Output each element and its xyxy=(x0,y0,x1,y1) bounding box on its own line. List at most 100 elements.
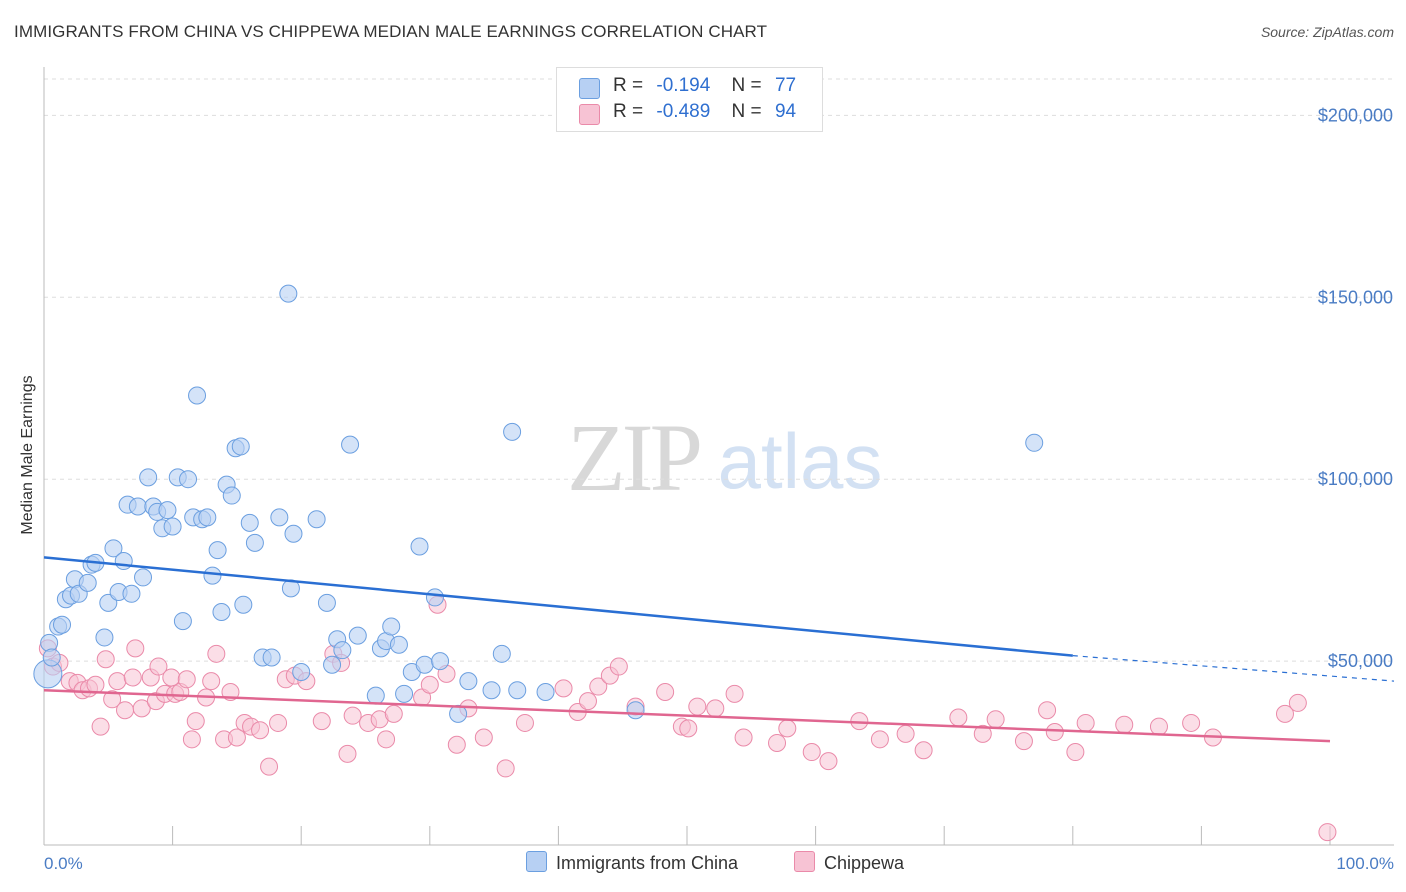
y-tick-label: $100,000 xyxy=(1318,469,1393,489)
china-point xyxy=(307,510,326,529)
china-point xyxy=(134,568,153,587)
china-point xyxy=(198,508,217,527)
correlation-legend: R = -0.194 N = 77 R = -0.489 N = 94 xyxy=(556,67,823,132)
china-point xyxy=(449,704,468,723)
china-point xyxy=(234,595,253,614)
legend-swatch-chippewa xyxy=(579,104,600,125)
legend-bottom-label-chippewa: Chippewa xyxy=(824,853,905,873)
chippewa-point xyxy=(207,644,226,663)
china-point xyxy=(459,672,478,691)
chippewa-point xyxy=(377,730,396,749)
chippewa-point xyxy=(609,657,628,676)
china-point xyxy=(179,470,198,489)
chippewa-point xyxy=(778,719,797,738)
y-tick-label: $150,000 xyxy=(1318,287,1393,307)
chippewa-point xyxy=(688,697,707,716)
chippewa-point xyxy=(384,704,403,723)
china-point xyxy=(78,573,97,592)
chippewa-point xyxy=(227,728,246,747)
china-point xyxy=(270,508,289,527)
china-point xyxy=(222,486,241,505)
source-label: Source: ZipAtlas.com xyxy=(1260,24,1394,40)
china-trend-line xyxy=(43,556,1073,657)
legend-r-value-china: -0.194 xyxy=(656,75,711,96)
chippewa-point xyxy=(132,699,151,718)
chippewa-point xyxy=(554,679,573,698)
china-trend-extension xyxy=(1072,655,1395,682)
chippewa-trend-line xyxy=(43,688,1331,743)
chippewa-point xyxy=(123,668,142,687)
china-point xyxy=(104,539,123,558)
grid xyxy=(44,78,1394,662)
legend-n-value-china: 77 xyxy=(774,75,797,96)
legend-bottom-swatch-china xyxy=(526,851,547,872)
china-point xyxy=(203,566,222,585)
watermark-zip: ZIP xyxy=(567,404,700,511)
china-point xyxy=(626,701,645,720)
chippewa-point xyxy=(819,752,838,771)
chippewa-point xyxy=(116,701,135,720)
chippewa-point xyxy=(420,675,439,694)
legend-swatch-china xyxy=(579,78,600,99)
chippewa-point xyxy=(269,713,288,732)
chippewa-point xyxy=(149,657,168,676)
legend-bottom-swatch-chippewa xyxy=(794,851,815,872)
china-point xyxy=(323,655,342,674)
china-points xyxy=(33,284,1044,723)
china-point xyxy=(284,524,303,543)
chippewa-point xyxy=(312,712,331,731)
chippewa-point xyxy=(86,675,105,694)
china-point xyxy=(366,686,385,705)
china-point xyxy=(240,513,259,532)
china-point xyxy=(317,593,336,612)
chippewa-point xyxy=(734,728,753,747)
china-point xyxy=(122,584,141,603)
chippewa-point xyxy=(474,728,493,747)
chippewa-point xyxy=(1014,732,1033,751)
china-point xyxy=(292,663,311,682)
legend-n-value-chippewa: 94 xyxy=(774,101,797,122)
legend-r-label: R = xyxy=(613,101,644,122)
legend-r-label: R = xyxy=(613,75,644,96)
chippewa-point xyxy=(1038,701,1057,720)
chippewa-point xyxy=(1182,713,1201,732)
chippewa-point xyxy=(496,759,515,778)
chippewa-point xyxy=(202,672,221,691)
china-point xyxy=(128,497,147,516)
china-point xyxy=(431,652,450,671)
chippewa-points xyxy=(38,595,1337,842)
chippewa-point xyxy=(96,650,115,669)
chippewa-point xyxy=(1149,717,1168,736)
legend-n-label: N = xyxy=(731,75,762,96)
legend-item-chippewa: Chippewa xyxy=(794,851,904,874)
china-point xyxy=(389,635,408,654)
china-point xyxy=(163,517,182,536)
chippewa-point xyxy=(108,672,127,691)
chippewa-point xyxy=(679,719,698,738)
china-point xyxy=(333,641,352,660)
chippewa-point xyxy=(589,677,608,696)
chippewa-point xyxy=(1288,693,1307,712)
china-point xyxy=(231,437,250,456)
chippewa-point xyxy=(914,741,933,760)
legend-r-value-chippewa: -0.489 xyxy=(656,101,711,122)
china-point xyxy=(279,284,298,303)
china-point xyxy=(415,655,434,674)
china-point xyxy=(536,683,555,702)
china-point xyxy=(508,681,527,700)
legend-item-china: Immigrants from China xyxy=(526,851,738,874)
y-tick-label: $50,000 xyxy=(1328,651,1393,671)
china-point xyxy=(208,541,227,560)
china-point xyxy=(42,648,61,667)
chippewa-point xyxy=(338,744,357,763)
china-point xyxy=(410,537,429,556)
trend-lines xyxy=(43,556,1395,743)
china-point xyxy=(158,501,177,520)
x-tick-label-min: 0.0% xyxy=(44,854,83,873)
chippewa-point xyxy=(870,730,889,749)
china-point xyxy=(492,644,511,663)
chippewa-point xyxy=(515,713,534,732)
china-point xyxy=(503,422,522,441)
x-tick-label-max: 100.0% xyxy=(1336,854,1394,873)
chippewa-point xyxy=(949,708,968,727)
